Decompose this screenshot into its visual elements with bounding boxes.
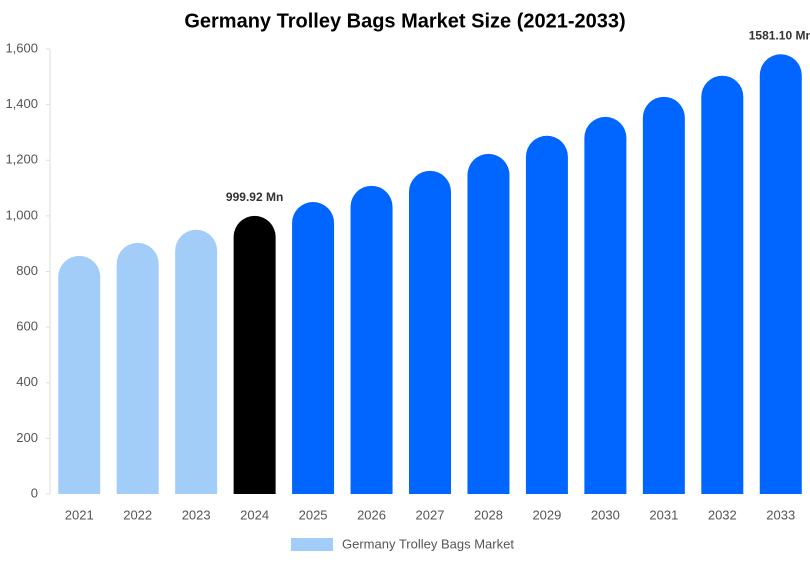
value-label: 1581.10 Mn [749, 28, 810, 42]
y-tick-label: 1,000 [5, 207, 38, 222]
bar [701, 75, 744, 494]
bar [525, 135, 568, 494]
bar [292, 201, 335, 494]
x-tick-label: 2029 [532, 507, 561, 522]
x-tick-label: 2026 [357, 507, 386, 522]
x-tick-label: 2024 [240, 507, 269, 522]
value-label: 999.92 Mn [226, 190, 283, 204]
x-tick-label: 2031 [649, 507, 678, 522]
x-tick-label: 2025 [299, 507, 328, 522]
y-tick-label: 800 [16, 263, 38, 278]
bar [233, 215, 276, 494]
y-tick-label: 1,400 [5, 96, 38, 111]
legend-swatch [291, 538, 333, 551]
y-tick-label: 400 [16, 374, 38, 389]
bar [175, 229, 218, 494]
y-tick-label: 200 [16, 430, 38, 445]
x-tick-label: 2027 [416, 507, 445, 522]
x-tick-label: 2023 [182, 507, 211, 522]
legend-label: Germany Trolley Bags Market [342, 536, 514, 551]
bar [642, 96, 685, 495]
x-tick-label: 2030 [591, 507, 620, 522]
chart-title: Germany Trolley Bags Market Size (2021-2… [184, 10, 625, 32]
x-tick-label: 2028 [474, 507, 503, 522]
x-tick-label: 2021 [65, 507, 94, 522]
x-tick-label: 2033 [766, 507, 795, 522]
bar [759, 54, 802, 494]
bar [467, 153, 510, 494]
bar [409, 170, 451, 494]
y-tick-label: 1,200 [5, 152, 38, 167]
x-tick-label: 2032 [708, 507, 737, 522]
y-tick-label: 600 [16, 319, 38, 334]
y-tick-label: 0 [31, 485, 38, 500]
bar [58, 255, 101, 494]
bar [350, 185, 393, 494]
bar [116, 242, 159, 494]
y-tick-label: 1,600 [5, 40, 38, 55]
bar [584, 116, 627, 494]
x-tick-label: 2022 [123, 507, 152, 522]
